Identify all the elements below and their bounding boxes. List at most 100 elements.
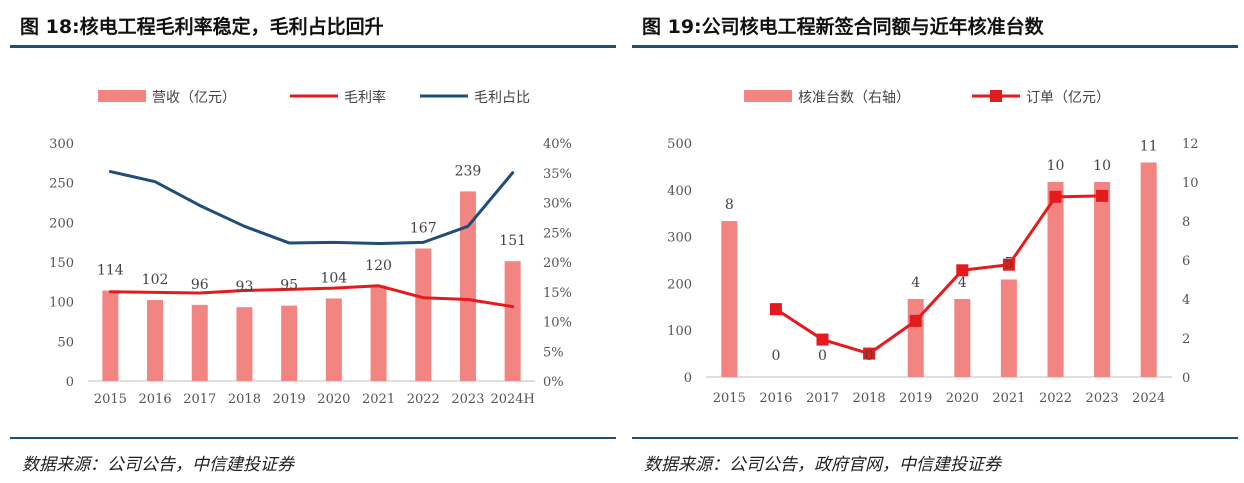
x-tick-label: 2024H <box>490 392 534 407</box>
revenue-data-label: 114 <box>97 263 124 279</box>
y-right-tick: 35% <box>543 167 572 182</box>
revenue-data-label: 167 <box>410 221 437 237</box>
x-tick-label: 2015 <box>94 392 127 407</box>
y-left-tick: 500 <box>667 137 692 152</box>
approvals-data-label: 0 <box>771 348 780 364</box>
top-rule <box>632 45 1238 48</box>
x-tick-label: 2020 <box>317 392 350 407</box>
gross-profit-share-line <box>108 170 515 246</box>
orders-marker <box>1002 258 1015 271</box>
gross-margin-line <box>108 284 515 309</box>
revenue-data-label: 96 <box>191 277 209 293</box>
y-left-tick: 0 <box>66 375 74 390</box>
approvals-data-label: 0 <box>865 348 874 364</box>
revenue-margin-chart: 0 50 100 150 200 250 300 0% 5% 10% 15% 20% 25% 30% 35%… <box>49 89 572 407</box>
x-tick-label: 2024 <box>1132 391 1165 406</box>
y-right-tick: 30% <box>543 197 572 212</box>
y-left-tick: 0 <box>684 371 692 386</box>
x-tick-label: 2016 <box>139 392 172 407</box>
revenue-bar <box>191 304 208 381</box>
x-tick-label: 2023 <box>451 392 484 407</box>
y-left-tick: 300 <box>49 137 74 152</box>
y-right-tick: 6 <box>1182 254 1190 269</box>
source-note: 数据来源：公司公告，政府官网，中信建投证券 <box>644 455 1001 475</box>
revenue-bar <box>236 307 253 381</box>
revenue-bar <box>504 261 521 381</box>
approvals-data-label: 4 <box>911 275 920 291</box>
approvals-data-label: 11 <box>1140 139 1158 155</box>
revenue-bar <box>415 248 432 381</box>
orders-marker <box>956 264 969 277</box>
approvals-bar <box>1140 162 1157 377</box>
approvals-bar <box>721 221 738 377</box>
x-tick-label: 2017 <box>183 392 216 407</box>
revenue-bar <box>281 305 298 381</box>
orders-line <box>775 194 1103 356</box>
revenue-data-label: 95 <box>280 278 298 294</box>
y-right-tick: 15% <box>543 286 572 301</box>
revenue-bar <box>147 300 164 381</box>
legend-label-revenue: 营收（亿元） <box>152 90 236 106</box>
revenue-bar <box>459 191 476 381</box>
revenue-data-label: 120 <box>365 258 392 274</box>
revenue-data-label: 104 <box>320 270 347 286</box>
x-tick-label: 2022 <box>407 392 440 407</box>
x-tick-label: 2022 <box>1039 391 1072 406</box>
left-panel: 图 18:核电工程毛利率稳定，毛利占比回升 0 50 100 150 200 250 300… <box>10 16 616 475</box>
approvals-bar <box>907 299 924 377</box>
legend-marker-orders <box>990 90 1002 102</box>
y-left-tick: 50 <box>57 335 74 350</box>
y-right-tick: 0% <box>543 375 564 390</box>
approvals-data-label: 0 <box>818 348 827 364</box>
revenue-bar <box>325 298 342 381</box>
revenue-data-label: 151 <box>499 233 526 249</box>
revenue-bar <box>370 285 387 381</box>
legend-swatch-revenue <box>98 90 146 102</box>
legend: 核准台数（右轴） 订单（亿元） <box>744 90 1110 106</box>
y-right-tick: 40% <box>543 137 572 152</box>
approvals-bar <box>1000 279 1017 377</box>
approvals-data-label: 4 <box>958 275 967 291</box>
x-tick-label: 2021 <box>992 391 1025 406</box>
y-right-tick: 25% <box>543 226 572 241</box>
x-tick-label: 2017 <box>806 391 839 406</box>
bottom-rule <box>10 437 616 439</box>
revenue-data-label: 93 <box>236 279 254 295</box>
y-left-tick: 200 <box>49 216 74 231</box>
y-left-tick: 100 <box>49 296 74 311</box>
y-right-tick: 4 <box>1182 293 1190 308</box>
approvals-bar <box>954 299 971 377</box>
figure-19-title: 图 19:公司核电工程新签合同额与近年核准台数 <box>642 16 1044 38</box>
legend-swatch-approvals <box>744 90 792 102</box>
y-right-tick: 8 <box>1182 215 1190 230</box>
top-rule <box>10 45 616 48</box>
legend-label-orders: 订单（亿元） <box>1026 90 1110 106</box>
y-right-tick: 10 <box>1182 176 1199 191</box>
revenue-data-label: 239 <box>455 163 482 179</box>
x-tick-label: 2019 <box>273 392 306 407</box>
legend-label-approvals: 核准台数（右轴） <box>798 90 910 106</box>
legend-label-share: 毛利占比 <box>474 90 530 106</box>
x-tick-label: 2021 <box>362 392 395 407</box>
y-left-tick: 300 <box>667 231 692 246</box>
source-note: 数据来源：公司公告，中信建投证券 <box>22 455 294 475</box>
y-left-tick: 400 <box>667 184 692 199</box>
x-tick-label: 2018 <box>853 391 886 406</box>
approvals-data-label: 8 <box>725 197 734 213</box>
orders-marker <box>909 314 922 327</box>
y-right-tick: 2 <box>1182 332 1190 347</box>
x-tick-label: 2019 <box>899 391 932 406</box>
x-tick-label: 2023 <box>1086 391 1119 406</box>
orders-marker <box>816 333 829 346</box>
orders-marker <box>1096 189 1109 202</box>
y-right-tick: 12 <box>1182 137 1199 152</box>
approvals-data-label: 10 <box>1093 158 1111 174</box>
orders-marker <box>769 303 782 316</box>
legend: 营收（亿元） 毛利率 毛利占比 <box>98 89 530 106</box>
y-left-tick: 100 <box>667 324 692 339</box>
approvals-bar <box>1047 182 1064 377</box>
y-left-tick: 250 <box>49 177 74 192</box>
x-tick-label: 2016 <box>759 391 792 406</box>
revenue-data-label: 102 <box>142 272 169 288</box>
